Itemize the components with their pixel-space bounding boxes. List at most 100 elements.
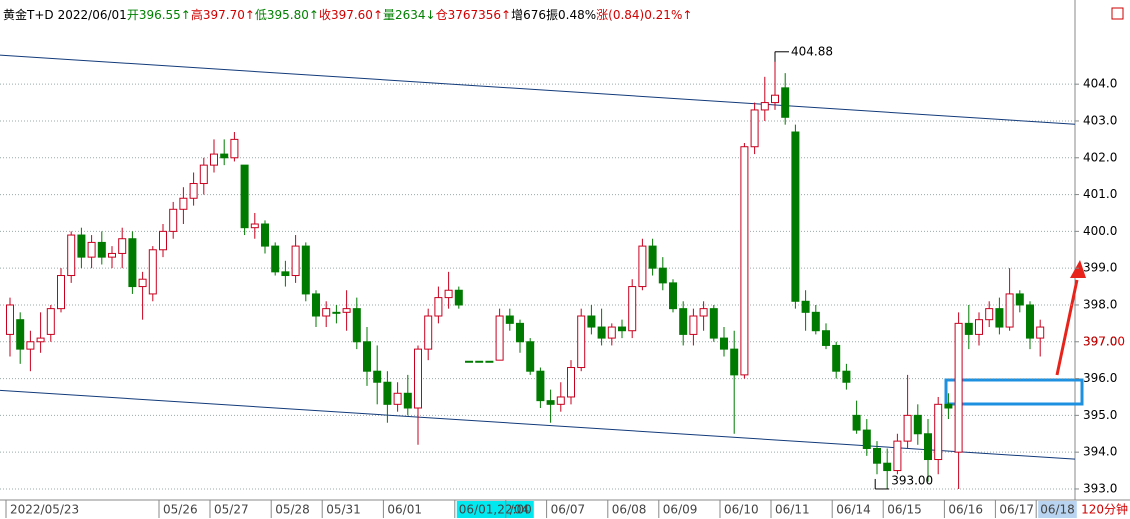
header-item: 收397.60↑ — [319, 8, 383, 22]
candle-body — [393, 392, 402, 405]
y-tick-label: 395.0 — [1083, 408, 1117, 422]
candle-body — [261, 223, 269, 247]
candle-body — [403, 392, 412, 409]
arrow-shaft — [1055, 279, 1079, 376]
candle-body — [128, 238, 137, 288]
candle-body — [760, 102, 769, 111]
candle-body — [536, 370, 545, 402]
candle-body — [148, 249, 157, 295]
candle-body — [189, 183, 198, 199]
x-tick-label: 06/16 — [948, 503, 983, 517]
candle-body — [87, 241, 96, 258]
y-tick-label: 394.0 — [1083, 445, 1117, 459]
x-tick-label: 06/01 — [387, 503, 422, 517]
candle-body — [57, 275, 65, 310]
candle-body — [832, 344, 841, 372]
candle-body — [648, 245, 657, 269]
x-tick-label: 05/27 — [214, 503, 249, 517]
y-tick-label: 403.0 — [1083, 113, 1117, 127]
candle-body — [628, 286, 637, 332]
candle-body — [699, 308, 708, 317]
highlight-box — [944, 378, 1084, 406]
header-item: 量2634↓ — [383, 8, 436, 22]
candle-body — [852, 414, 861, 431]
candle-body — [567, 367, 575, 398]
candle-body — [934, 403, 943, 461]
candle-body — [6, 304, 14, 335]
x-tick-label: 05/31 — [326, 503, 361, 517]
x-tick-label: 06/15 — [887, 503, 922, 517]
candle-body — [954, 322, 963, 453]
header: 黄金T+D 2022/06/01开396.55↑高397.70↑低395.80↑收… — [3, 7, 692, 22]
candle-body — [903, 414, 912, 442]
candle-body — [924, 433, 932, 461]
header-item: 高397.70↑ — [191, 7, 255, 22]
candle-body — [658, 267, 667, 284]
candle-body — [771, 94, 779, 104]
candle-body — [495, 315, 504, 361]
low-label: 393.00 — [891, 473, 933, 487]
candle-body — [352, 308, 361, 343]
candle-body — [77, 234, 86, 258]
candle-body — [964, 322, 973, 335]
candle-body — [230, 138, 239, 159]
candle-body — [36, 337, 45, 343]
x-tick-label: 2022/05/23 — [10, 503, 79, 517]
candle-body — [546, 400, 555, 405]
header-item: 开396.55↑ — [127, 8, 191, 22]
candle-body — [556, 396, 565, 405]
x-label-highlight — [1038, 501, 1077, 518]
candle-body — [618, 326, 626, 332]
candle-body — [526, 341, 535, 372]
candle-body — [801, 300, 810, 313]
candle-body — [454, 289, 463, 306]
candle-body — [199, 164, 208, 185]
candle-body — [730, 348, 739, 376]
y-tick-label: 400.0 — [1083, 224, 1117, 238]
y-tick-label: 402.0 — [1083, 150, 1117, 164]
candle-body — [1015, 293, 1024, 306]
candle-body — [862, 429, 871, 449]
candle-body — [669, 282, 677, 310]
candle-body — [250, 223, 259, 229]
candle-body — [16, 319, 25, 350]
candle-body — [709, 308, 718, 339]
last-price-label: 397.00 — [1083, 334, 1125, 348]
window-icon[interactable] — [1111, 7, 1124, 20]
header-item: 黄金T+D — [3, 7, 54, 22]
candle-body — [791, 131, 800, 302]
candle-body — [179, 197, 188, 210]
candle-body — [607, 326, 616, 339]
y-tick-label: 401.0 — [1083, 187, 1117, 201]
candle-body — [465, 360, 473, 363]
x-tick-label: 06/01,22:00 — [459, 503, 532, 517]
candle-body — [281, 271, 290, 277]
candle-body — [720, 337, 728, 350]
candle-body — [811, 311, 820, 332]
candle-body — [67, 234, 76, 277]
x-tick-label: 06/14 — [836, 503, 871, 517]
y-tick-label: 404.0 — [1083, 77, 1117, 91]
header-item: 振0.48% — [546, 8, 596, 22]
candle-body — [363, 341, 371, 372]
candle-body — [689, 315, 698, 335]
header-item: 涨(0.84)0.21%↑ — [596, 7, 692, 22]
candle-body — [434, 297, 443, 317]
candle-body — [424, 315, 433, 350]
candle-body — [577, 315, 586, 369]
candle-body — [383, 381, 392, 405]
period-label: 120分钟 — [1081, 502, 1128, 517]
arrow-head — [1070, 260, 1086, 278]
candle-body — [414, 348, 422, 409]
candle-body — [485, 360, 494, 363]
candle-body — [1036, 326, 1045, 339]
candle-body — [26, 341, 35, 350]
candle-body — [301, 245, 310, 295]
x-tick-label: 06/08 — [612, 503, 647, 517]
candle-body — [291, 245, 300, 277]
header-item: 仓3767356↑ — [436, 8, 512, 22]
x-tick-label: 06/07 — [551, 503, 586, 517]
candle-body — [138, 278, 147, 288]
candle-body — [240, 164, 249, 229]
candle-body — [475, 360, 484, 363]
